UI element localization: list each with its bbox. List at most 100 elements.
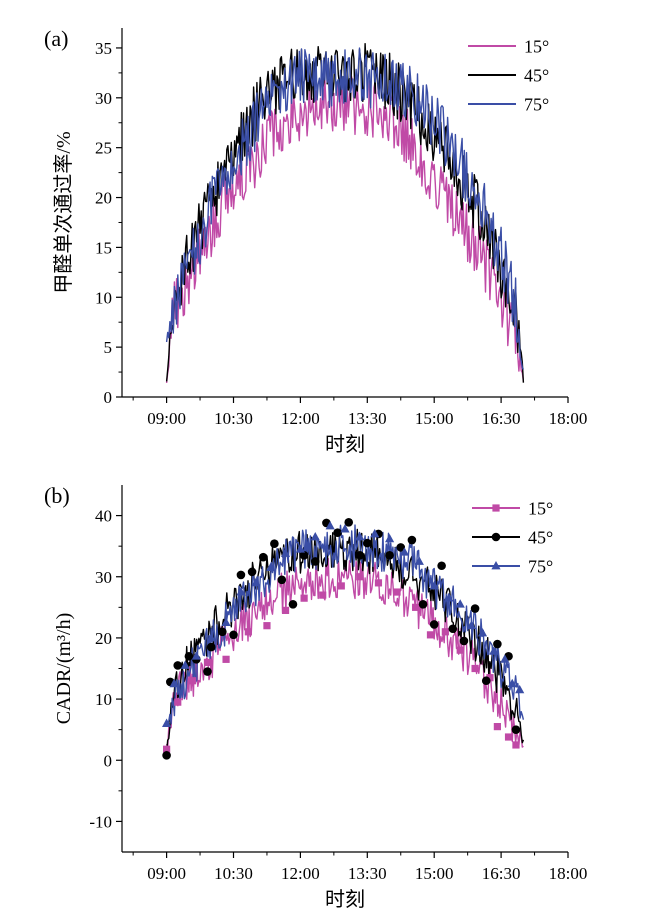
data-point-s3-28 [515,684,525,694]
data-point-s2-25 [396,543,406,552]
data-point-s2-16 [299,551,309,560]
x-tick-label: 16:30 [482,864,521,883]
legend-marker [491,532,501,542]
data-point-s2-21 [355,551,365,560]
y-tick-label: 5 [104,338,113,357]
data-point-s3-15 [355,531,365,541]
data-point-s3-20 [429,580,439,590]
data-point-s3-11 [295,544,305,553]
series-line-2 [165,43,525,383]
y-tick-label: 0 [104,751,113,770]
x-tick-label: 18:00 [549,409,588,428]
x-tick-label: 16:30 [482,409,521,428]
data-point-s3-21 [444,593,454,602]
x-axis-title: 时刻 [325,888,365,911]
data-point-s2-9 [229,630,238,640]
data-point-s1-4 [203,658,212,666]
data-point-s1-18 [456,646,464,654]
data-point-s3-17 [385,533,395,543]
data-point-s3-13 [325,520,335,530]
series-line-1 [165,556,524,749]
y-tick-label: 0 [104,388,113,407]
y-tick-label: 20 [95,189,112,208]
data-point-s3-26 [500,654,510,663]
legend-label: 75° [524,95,549,115]
data-point-s1-19 [471,664,479,673]
data-point-s2-31 [459,636,469,646]
legend: 15° 45° 75° [472,499,553,577]
y-axis-title: CADR/(m³/h) [53,613,75,725]
data-point-s1-15 [412,603,420,611]
x-tick-label: 10:30 [214,864,253,883]
data-point-s3-18 [399,547,410,556]
data-point-s2-27 [418,599,428,609]
data-point-s2-17 [310,557,320,566]
data-point-s3-9 [266,562,276,571]
legend-label: 15° [528,499,553,519]
y-tick-label: -10 [89,812,112,831]
legend-marker [492,504,500,512]
data-point-s3-12 [310,531,320,541]
data-point-s2-34 [493,639,502,649]
legend-label: 15° [524,37,549,57]
legend-label: 45° [528,528,553,548]
x-tick-label: 12:00 [281,864,320,883]
chart-panel-2: -10 0 10 20 30 40 09:00 10:30 12:00 13:30 15:00 16:… [44,483,587,911]
data-point-s3-22 [455,599,465,608]
data-point-s3-27 [507,678,517,688]
y-tick-label: 30 [95,89,112,108]
data-point-s1-1 [163,745,171,753]
x-tick-label: 09:00 [147,864,186,883]
data-point-s3-3 [180,660,190,669]
panel-label: (a) [44,26,68,51]
data-point-s2-28 [429,620,439,629]
data-point-s3-6 [221,617,231,627]
y-tick-label: 10 [95,690,112,709]
data-point-s2-36 [511,725,521,734]
data-point-s2-15 [288,599,298,609]
data-point-s3-23 [466,620,476,630]
data-point-s2-4 [184,651,194,661]
data-point-s1-20 [486,674,494,682]
x-tick-label: 13:30 [348,409,387,428]
data-point-s2-20 [344,518,354,527]
panel-label: (b) [44,483,70,508]
data-point-s1-9 [300,594,308,602]
data-point-s2-30 [448,624,458,634]
data-point-s3-5 [206,632,216,642]
data-point-s3-14 [340,524,350,533]
x-tick-label: 10:30 [214,409,253,428]
x-tick-label: 13:30 [348,864,387,883]
x-tick-label: 09:00 [147,409,186,428]
data-point-s3-2 [169,678,179,688]
x-tick-label: 18:00 [549,864,588,883]
data-point-s2-12 [258,552,268,562]
data-point-s2-1 [162,751,171,760]
y-tick-label: 20 [95,629,112,648]
data-point-s2-22 [363,538,372,548]
x-tick-label: 12:00 [281,409,320,428]
data-point-s2-6 [203,667,212,676]
data-point-s1-2 [174,698,182,706]
data-point-s3-24 [477,628,488,637]
data-point-s3-16 [370,528,380,538]
data-point-s3-25 [489,646,499,655]
y-tick-label: 15 [95,238,112,257]
data-point-s2-24 [385,551,394,560]
data-point-s1-12 [356,573,364,581]
x-tick-label: 15:00 [415,864,454,883]
legend-marker [491,561,501,570]
data-point-s3-10 [280,548,291,557]
chart-panel-1: 0 5 10 15 20 25 30 35 09:00 10:30 12:00 13:30 15:00 1… [44,26,587,456]
series-line-3 [165,47,525,370]
data-point-s2-3 [173,661,183,670]
data-point-s1-21 [493,723,501,731]
x-tick-label: 15:00 [415,409,454,428]
data-point-s1-16 [426,631,435,639]
data-point-s3-19 [414,556,424,565]
y-axis-title: 甲醛单次通过率/% [52,131,75,293]
data-point-s2-13 [270,539,279,549]
data-point-s2-32 [470,604,480,613]
y-tick-label: 40 [95,507,112,526]
y-tick-label: 25 [95,139,112,158]
